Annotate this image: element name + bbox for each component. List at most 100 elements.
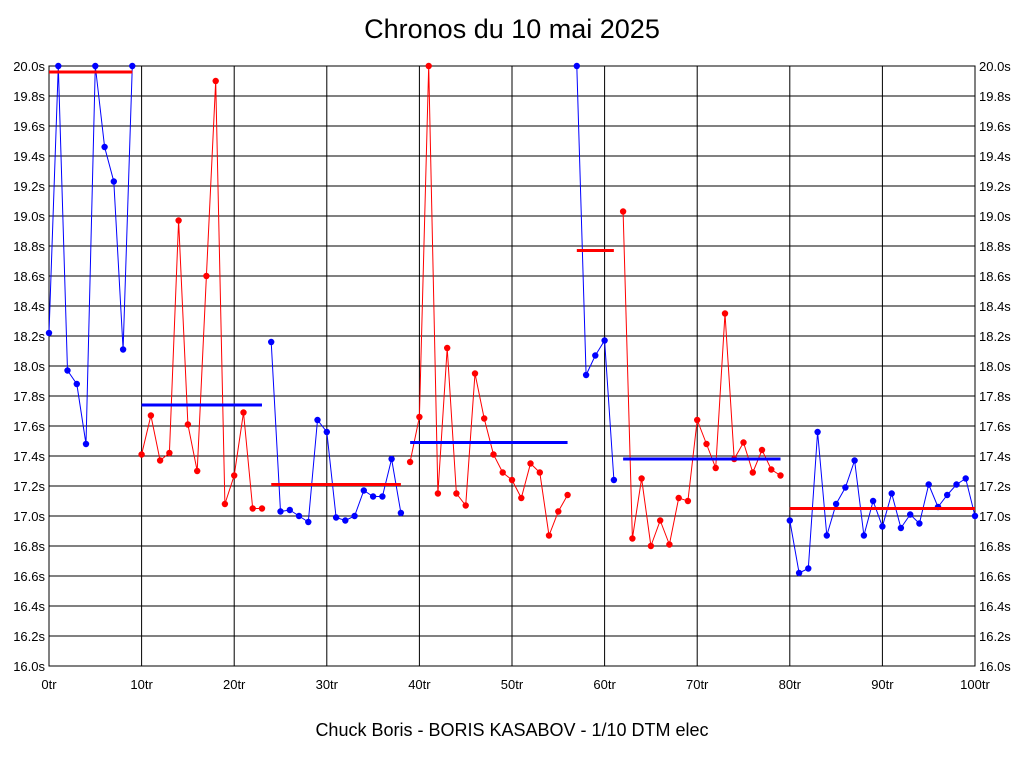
series-line [576, 65, 615, 481]
y-tick-label-left: 20.0s [13, 59, 45, 74]
data-point [203, 272, 210, 280]
data-point [601, 337, 608, 344]
data-point [240, 409, 247, 416]
y-tick-label-left: 16.8s [13, 539, 45, 554]
data-point [629, 535, 636, 542]
data-point [369, 493, 377, 500]
data-point [740, 439, 747, 446]
y-tick-label-right: 16.2s [979, 629, 1011, 644]
data-point [82, 440, 90, 448]
y-tick-label-right: 18.2s [979, 329, 1011, 344]
series-line [622, 211, 781, 547]
data-point [110, 178, 118, 185]
data-point [694, 416, 701, 424]
y-tick-label-left: 17.8s [13, 389, 45, 404]
data-point [897, 524, 905, 532]
y-tick-label-left: 18.2s [13, 329, 45, 344]
data-point [101, 143, 108, 151]
series-line [409, 65, 569, 538]
data-point [527, 460, 534, 467]
data-point [416, 413, 423, 421]
y-tick-label-right: 17.0s [979, 509, 1011, 524]
data-point [758, 446, 766, 454]
data-point [545, 532, 553, 539]
y-tick-label-left: 17.0s [13, 509, 45, 524]
data-point [194, 467, 201, 475]
data-point [573, 62, 580, 70]
data-point [351, 512, 358, 520]
data-point [712, 464, 719, 472]
data-point [768, 466, 775, 473]
series-layer [45, 62, 979, 577]
y-tick-label-right: 20.0s [979, 59, 1011, 74]
y-tick-label-right: 18.8s [979, 239, 1011, 254]
y-tick-label-right: 19.6s [979, 119, 1011, 134]
data-point [92, 62, 99, 70]
data-point [221, 500, 229, 508]
data-point [814, 428, 821, 436]
data-point [925, 481, 932, 488]
data-point [869, 497, 877, 505]
data-point [231, 472, 238, 479]
data-point [518, 494, 525, 502]
data-point [323, 428, 330, 436]
y-tick-label-left: 19.6s [13, 119, 45, 134]
y-tick-label-left: 19.0s [13, 209, 45, 224]
y-tick-label-left: 19.4s [13, 149, 45, 164]
data-point [314, 416, 321, 424]
x-tick-label: 50tr [501, 677, 524, 692]
data-point [777, 472, 784, 479]
data-point [879, 523, 886, 530]
data-point [444, 344, 451, 352]
data-point [434, 490, 442, 497]
data-point [332, 514, 340, 521]
x-tick-label: 30tr [316, 677, 339, 692]
series-5 [573, 62, 618, 484]
data-point [286, 506, 293, 514]
data-point [73, 380, 81, 388]
y-tick-label-right: 17.4s [979, 449, 1011, 464]
x-tick-label: 70tr [686, 677, 709, 692]
y-tick-label-left: 17.2s [13, 479, 45, 494]
data-point [675, 494, 682, 502]
data-point [305, 518, 312, 526]
y-tick-label-right: 17.2s [979, 479, 1011, 494]
series-line [48, 65, 133, 445]
data-point [147, 412, 155, 419]
data-point [619, 208, 627, 215]
series-6 [619, 208, 784, 550]
data-point [258, 505, 266, 512]
data-point [425, 62, 432, 70]
data-point [508, 476, 516, 484]
data-point [795, 569, 803, 577]
data-point [610, 476, 618, 484]
data-point [342, 517, 349, 524]
data-point [397, 509, 405, 517]
data-point [851, 457, 858, 464]
x-tick-label: 0tr [41, 677, 57, 692]
x-tick-label: 60tr [593, 677, 616, 692]
data-point [406, 458, 414, 466]
data-point [212, 77, 219, 85]
x-tick-label: 40tr [408, 677, 431, 692]
series-line [141, 80, 262, 509]
data-point [555, 508, 562, 515]
data-point [175, 217, 182, 224]
y-tick-label-left: 16.4s [13, 599, 45, 614]
data-point [944, 491, 951, 499]
series-4 [406, 62, 571, 539]
data-point [490, 451, 497, 458]
data-point [268, 338, 275, 346]
y-tick-label-left: 18.0s [13, 359, 45, 374]
data-point [805, 565, 812, 572]
data-point [55, 62, 62, 70]
y-tick-label-right: 16.4s [979, 599, 1011, 614]
data-point [823, 532, 830, 539]
chart-title: Chronos du 10 mai 2025 [364, 14, 660, 44]
y-tick-label-right: 19.4s [979, 149, 1011, 164]
y-tick-label-right: 18.0s [979, 359, 1011, 374]
data-point [481, 415, 488, 422]
y-tick-label-left: 18.6s [13, 269, 45, 284]
data-point [64, 367, 71, 374]
y-tick-label-right: 16.8s [979, 539, 1011, 554]
